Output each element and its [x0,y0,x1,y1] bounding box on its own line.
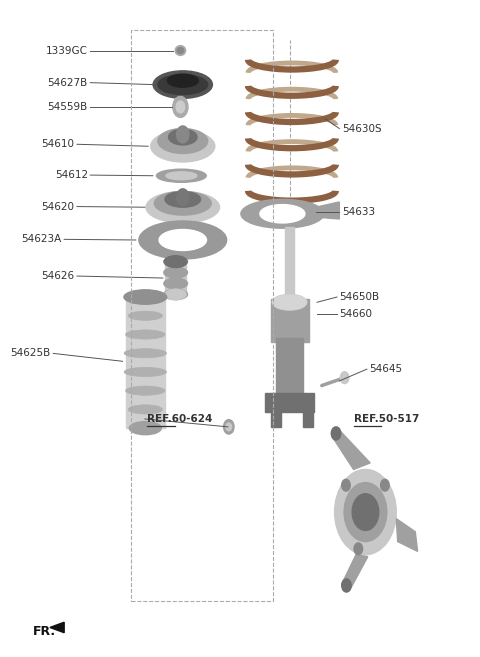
Circle shape [331,427,341,440]
Ellipse shape [164,256,187,267]
Text: 54633: 54633 [342,208,375,217]
Bar [131,30,273,600]
Circle shape [354,543,362,555]
Text: 54625B: 54625B [11,348,51,359]
Bar [271,299,309,342]
Circle shape [352,493,379,530]
Ellipse shape [124,367,167,376]
Bar [265,393,314,413]
Ellipse shape [156,170,206,182]
Ellipse shape [139,221,227,259]
Ellipse shape [164,256,188,267]
Ellipse shape [241,199,324,228]
Circle shape [342,579,351,592]
Text: REF.60-624: REF.60-624 [147,414,213,424]
Text: 54610: 54610 [42,139,74,149]
Circle shape [381,480,389,491]
Text: FR.: FR. [32,625,56,638]
Bar [303,399,313,427]
Ellipse shape [177,47,184,53]
Ellipse shape [168,129,197,145]
Ellipse shape [129,422,161,435]
Bar [165,261,186,294]
Polygon shape [316,202,339,219]
Polygon shape [396,518,418,551]
Text: 54620: 54620 [42,202,74,212]
Circle shape [177,126,189,143]
Circle shape [173,97,188,118]
Ellipse shape [168,74,198,87]
Ellipse shape [175,45,186,55]
Ellipse shape [166,172,197,179]
Ellipse shape [165,191,201,207]
Text: 54660: 54660 [339,309,372,319]
Ellipse shape [159,229,206,250]
Bar [285,227,294,302]
Ellipse shape [153,71,213,99]
Text: REF.50-517: REF.50-517 [354,414,419,424]
Ellipse shape [165,289,186,300]
Ellipse shape [128,311,162,321]
Text: 54559B: 54559B [48,102,88,112]
Text: 54626: 54626 [41,271,74,281]
Ellipse shape [132,424,159,433]
Ellipse shape [273,295,307,309]
Text: 1339GC: 1339GC [46,45,88,56]
Text: 54650B: 54650B [339,292,380,302]
Text: 54630S: 54630S [342,124,381,133]
Ellipse shape [124,349,167,358]
Circle shape [177,189,189,206]
Ellipse shape [126,330,165,339]
Ellipse shape [158,129,208,154]
Ellipse shape [260,204,305,223]
Circle shape [344,483,387,541]
Ellipse shape [128,405,162,414]
Polygon shape [332,430,370,470]
Circle shape [335,470,396,555]
Ellipse shape [273,294,307,310]
Text: 54623A: 54623A [22,235,62,244]
Bar [126,297,165,428]
Ellipse shape [276,396,303,406]
Circle shape [176,101,185,113]
Ellipse shape [164,278,188,288]
Ellipse shape [126,386,165,396]
Circle shape [342,480,350,491]
Text: 54627B: 54627B [48,78,88,87]
Circle shape [226,423,232,431]
Text: 54612: 54612 [55,170,88,180]
Ellipse shape [164,289,188,300]
Polygon shape [50,622,64,633]
Ellipse shape [158,75,208,95]
Circle shape [224,420,234,434]
Ellipse shape [124,290,167,304]
Ellipse shape [146,191,219,223]
Polygon shape [342,555,368,587]
Circle shape [340,372,349,384]
Bar [276,338,303,401]
Bar [271,399,281,427]
Ellipse shape [151,131,215,162]
Ellipse shape [132,292,159,302]
Ellipse shape [164,267,188,278]
Ellipse shape [154,191,211,215]
Text: 54645: 54645 [369,364,402,374]
